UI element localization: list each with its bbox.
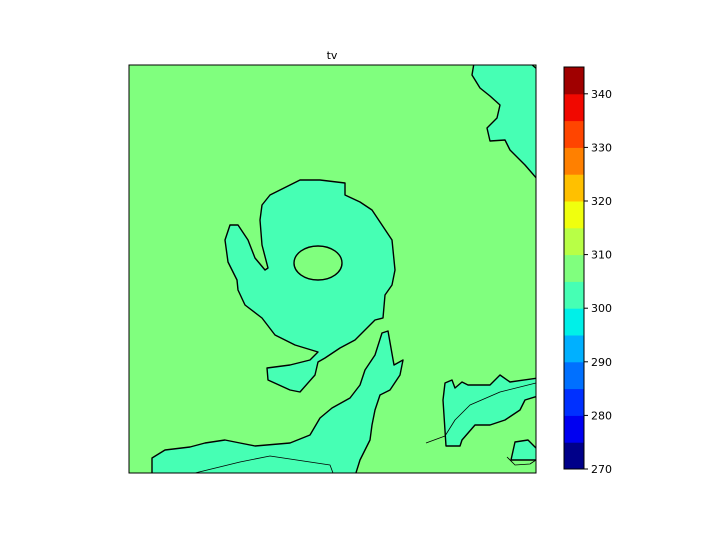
colorbar-tick-label: 270 xyxy=(591,463,612,476)
colorbar-tick-label: 340 xyxy=(591,88,612,101)
colorbar-tick-label: 320 xyxy=(591,195,612,208)
colorbar-band xyxy=(564,281,584,309)
contour-region-top-right xyxy=(471,65,536,179)
colorbar-band xyxy=(564,174,584,202)
colorbar-band xyxy=(564,147,584,175)
contour-region-bottom-left xyxy=(151,330,404,473)
contour-line-small xyxy=(506,456,536,466)
plot-frame xyxy=(128,64,537,474)
colorbar-band xyxy=(564,308,584,336)
chart-title: tv xyxy=(327,49,338,62)
colorbar-tick-label: 300 xyxy=(591,302,612,315)
plot-area xyxy=(128,64,537,474)
contour-region-center xyxy=(224,179,396,393)
colorbar-band xyxy=(564,67,584,95)
contour-hole xyxy=(293,245,343,281)
colorbar-band xyxy=(564,227,584,256)
colorbar-band xyxy=(564,442,584,470)
colorbar-band xyxy=(564,415,584,443)
colorbar-tick-label: 310 xyxy=(591,249,612,262)
contour-line-bottom-right xyxy=(425,382,536,444)
colorbar-band xyxy=(564,335,584,363)
contour-region-bottom-right xyxy=(442,374,536,447)
colorbar-tick-label: 280 xyxy=(591,409,612,422)
colorbar-band xyxy=(564,254,584,282)
colorbar-band xyxy=(564,361,584,390)
colorbar: 270 280 290 300 310 320 330 340 xyxy=(563,66,612,476)
colorbar-band xyxy=(564,120,584,148)
colorbar-frame xyxy=(563,66,585,470)
contour-region-small xyxy=(510,439,536,461)
colorbar-tick-label: 290 xyxy=(591,356,612,369)
colorbar-tick-label: 330 xyxy=(591,141,612,154)
colorbar-band xyxy=(564,201,584,229)
colorbar-band xyxy=(564,93,584,122)
colorbar-band xyxy=(564,388,584,416)
contour-line-bottom-left xyxy=(194,455,334,473)
